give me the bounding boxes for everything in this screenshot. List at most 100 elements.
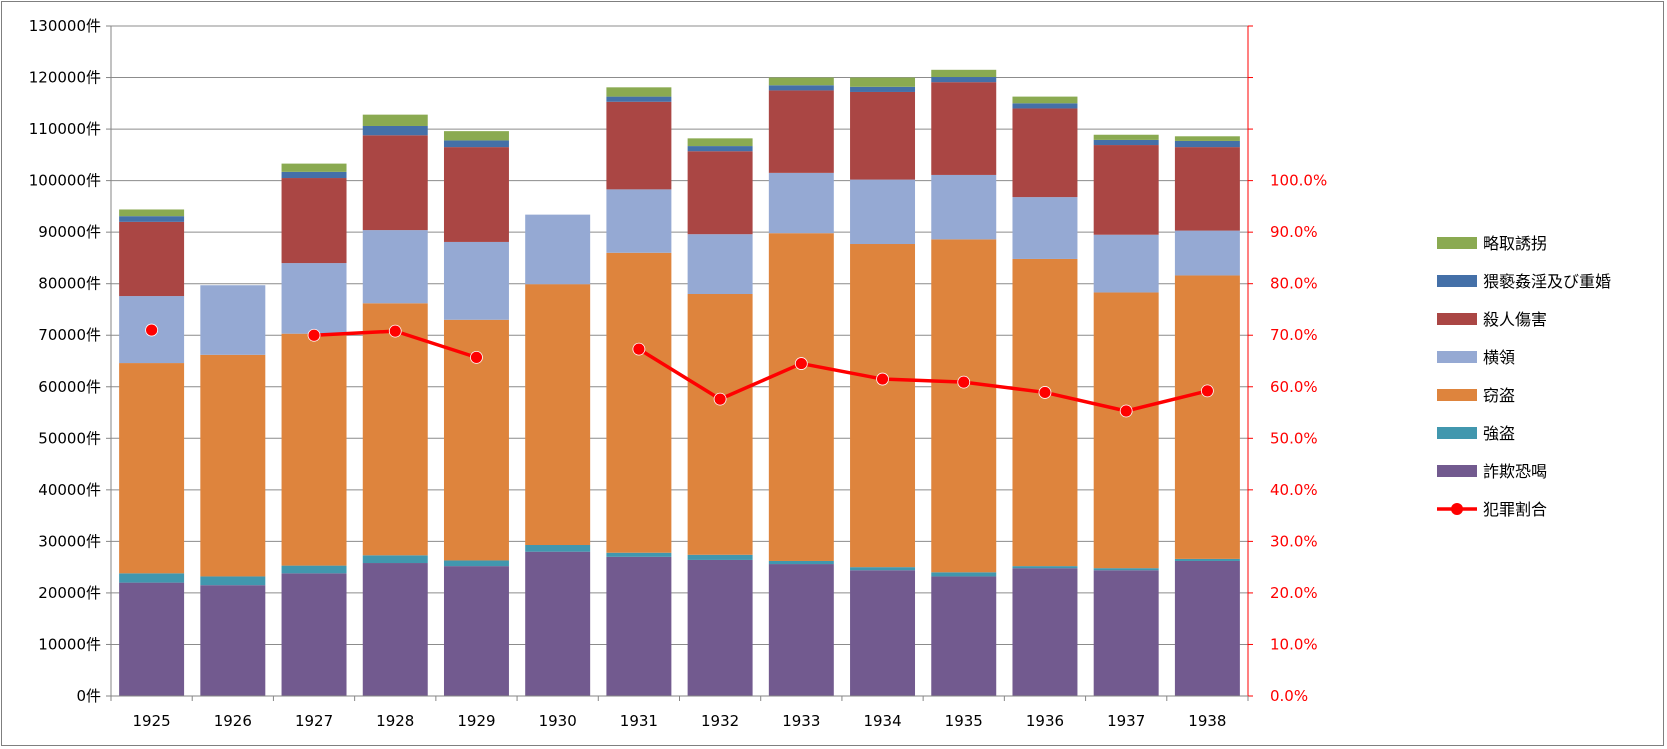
left-axis-tick-label: 30000件	[38, 532, 101, 550]
bar-segment	[931, 174, 997, 240]
bar-segment	[687, 138, 753, 147]
bars	[119, 69, 1240, 696]
bar-segment	[1093, 145, 1159, 235]
bar-segment	[443, 241, 509, 320]
bar-segment	[1012, 103, 1078, 109]
right-axis-tick-label: 80.0%	[1270, 275, 1318, 293]
bar-segment	[1012, 197, 1078, 259]
bar-segment	[687, 559, 753, 696]
bar-segment	[362, 555, 428, 564]
left-axis-tick-label: 90000件	[38, 223, 101, 241]
bar-segment	[119, 582, 185, 696]
bar-segment	[281, 263, 347, 334]
bar-segment	[443, 131, 509, 141]
bar-segment	[850, 77, 916, 87]
ratio-line-segment	[719, 361, 803, 401]
right-axis-tick-label: 70.0%	[1270, 326, 1318, 344]
ratio-line	[145, 323, 1214, 418]
bar-segment	[362, 230, 428, 304]
left-axis-tick-label: 0件	[76, 687, 101, 705]
left-axis-tick-label: 120000件	[29, 69, 101, 87]
legend-label: 強盗	[1483, 424, 1515, 443]
bar-segment	[768, 90, 834, 173]
bar-segment	[281, 178, 347, 264]
left-axis-tick-label: 10000件	[38, 635, 101, 653]
bar-segment	[606, 189, 672, 253]
legend-label: 猥褻姦淫及び重婚	[1483, 272, 1611, 291]
bar-segment	[443, 147, 509, 242]
right-axis-tick-label: 60.0%	[1270, 378, 1318, 396]
bar-segment	[362, 114, 428, 126]
bar-segment	[119, 216, 185, 222]
x-axis-tick-label: 1938	[1188, 712, 1226, 730]
bar-segment	[1093, 134, 1159, 140]
ratio-point	[470, 350, 483, 364]
legend-swatch	[1437, 275, 1477, 287]
x-axis-tick-label: 1932	[701, 712, 739, 730]
axes: 0件 10000件 20000件 30000件 40000件 50000件 60000件 70…	[29, 17, 1327, 730]
ratio-line-segment	[394, 329, 478, 360]
bar-segment	[687, 146, 753, 152]
legend-line-marker	[1451, 503, 1463, 515]
legend-swatch	[1437, 427, 1477, 439]
ratio-line-segment	[313, 329, 396, 337]
bar-segment	[200, 285, 266, 355]
left-axis-tick-label: 70000件	[38, 326, 101, 344]
ratio-line-segment	[637, 347, 722, 401]
legend-label: 窃盗	[1483, 386, 1515, 405]
bar-segment	[1012, 568, 1078, 696]
bar-segment	[768, 564, 834, 696]
ratio-point	[957, 375, 971, 389]
right-axis-tick-label: 100.0%	[1270, 172, 1327, 190]
bar-segment	[362, 135, 428, 231]
bar-segment	[119, 209, 185, 217]
right-axis-tick-label: 90.0%	[1270, 223, 1318, 241]
ratio-point	[632, 342, 646, 356]
bar-segment	[687, 294, 753, 555]
bar-segment	[606, 552, 672, 557]
right-axis-tick-label: 30.0%	[1270, 532, 1318, 550]
right-axis-tick-label: 40.0%	[1270, 481, 1318, 499]
left-axis-tick-label: 40000件	[38, 481, 101, 499]
x-axis-tick-label: 1927	[295, 712, 333, 730]
legend-swatch	[1437, 389, 1477, 401]
ratio-point	[388, 324, 402, 338]
bar-segment	[768, 560, 834, 565]
x-axis-tick-label: 1936	[1026, 712, 1064, 730]
bar-segment	[525, 551, 591, 696]
ratio-point	[1200, 384, 1214, 398]
bar-segment	[1174, 558, 1240, 561]
bar-segment	[1174, 140, 1240, 148]
bar-segment	[931, 77, 997, 83]
bar-segment	[850, 179, 916, 245]
bar-segment	[850, 244, 916, 568]
bar-segment	[850, 91, 916, 180]
legend-swatch	[1437, 237, 1477, 249]
ratio-line-segment	[963, 380, 1046, 395]
x-axis-tick-label: 1931	[620, 712, 658, 730]
bar-segment	[1174, 136, 1240, 141]
bar-segment	[281, 171, 347, 179]
bar-segment	[362, 125, 428, 136]
bar-segment	[1174, 147, 1240, 231]
bar-segment	[281, 163, 347, 172]
ratio-line-segment	[1044, 390, 1127, 413]
x-axis-tick-label: 1929	[457, 712, 495, 730]
ratio-line-segment	[1125, 389, 1208, 413]
left-axis-tick-label: 130000件	[29, 17, 101, 35]
bar-segment	[119, 573, 185, 583]
ratio-point	[794, 357, 808, 370]
legend-swatch	[1437, 465, 1477, 477]
bar-segment	[931, 69, 997, 78]
bar-segment	[119, 363, 185, 574]
bar-segment	[606, 252, 672, 553]
bar-segment	[768, 233, 834, 561]
bar-segment	[931, 572, 997, 577]
bar-segment	[606, 101, 672, 190]
left-axis-tick-label: 100000件	[29, 172, 101, 190]
ratio-point	[713, 392, 727, 406]
bar-segment	[1093, 139, 1159, 146]
bar-segment	[281, 565, 347, 574]
